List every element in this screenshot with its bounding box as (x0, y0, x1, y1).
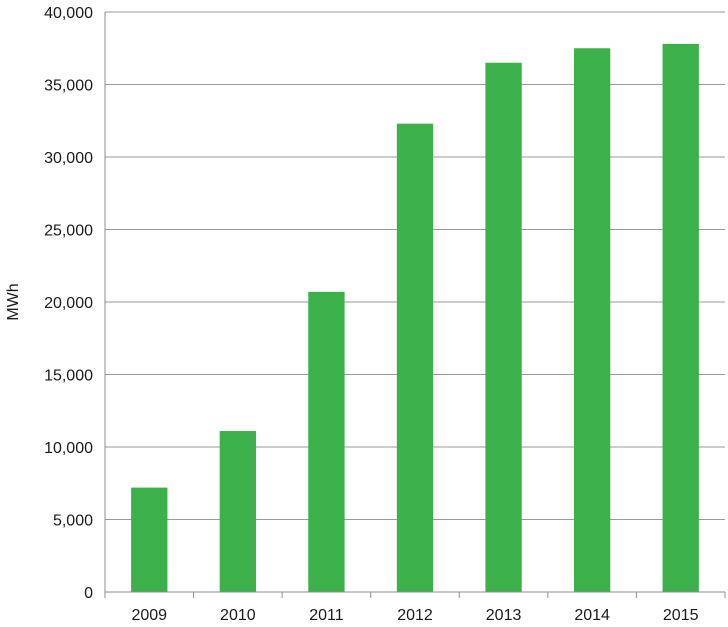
x-tick-label: 2015 (663, 607, 699, 624)
y-tick-labels: 0 5,000 10,000 15,000 20,000 25,000 30,000 35,0… (44, 5, 93, 602)
y-tick-label: 10,000 (44, 440, 93, 457)
bar-2011 (308, 291, 345, 592)
y-tick-label: 15,000 (44, 368, 93, 385)
x-tick-labels: 2009 2010 2011 2012 2013 2014 2015 (104, 592, 726, 624)
x-tick-label: 2011 (309, 607, 344, 624)
bar-2010 (219, 431, 257, 592)
y-tick-label: 20,000 (44, 295, 93, 312)
bar-2014 (573, 48, 611, 592)
x-tick-label: 2012 (397, 607, 433, 624)
bar-2009 (131, 487, 168, 592)
y-axis-title: MWh (5, 283, 22, 320)
y-tick-label: 35,000 (44, 78, 93, 95)
y-tick-label: 40,000 (44, 5, 93, 22)
y-tick-label: 30,000 (44, 150, 93, 167)
x-tick-label: 2013 (486, 607, 522, 624)
y-tick-label: 25,000 (44, 223, 93, 240)
bars (131, 43, 699, 593)
x-tick-label: 2009 (131, 607, 167, 624)
x-tick-label: 2010 (220, 607, 256, 624)
bar-2015 (662, 43, 699, 592)
y-tick-label: 0 (84, 585, 93, 602)
bar-2013 (485, 62, 522, 592)
x-tick-label: 2014 (574, 607, 610, 624)
bar-2012 (396, 123, 434, 593)
y-tick-label: 5,000 (53, 513, 93, 530)
